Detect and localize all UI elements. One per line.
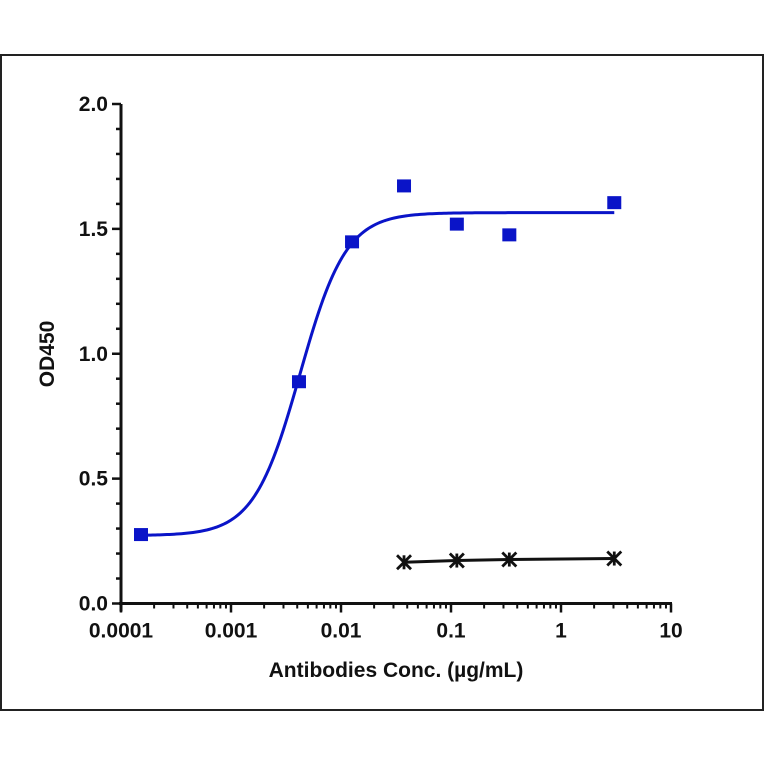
data-point-square — [449, 217, 464, 231]
x-axis-ticks: 0.0001 0.001 0.01 0.1 1 10 — [89, 603, 683, 643]
x-tick-label: 0.1 — [436, 620, 466, 643]
data-point-star — [448, 552, 465, 569]
axes — [119, 104, 672, 612]
y-tick-label: 0.0 — [79, 593, 108, 616]
fit-curve — [140, 211, 615, 537]
y-axis-title: OD450 — [36, 321, 59, 388]
y-tick-label: 1.0 — [79, 343, 108, 366]
data-point-star — [396, 554, 413, 571]
data-series — [134, 179, 623, 571]
control-line — [403, 557, 615, 564]
data-point-square — [291, 375, 306, 389]
x-tick-label: 0.001 — [205, 620, 258, 643]
x-axis-title: Antibodies Conc. (µg/mL) — [269, 659, 524, 682]
x-tick-label: 0.0001 — [89, 620, 154, 643]
x-tick-label: 1 — [555, 620, 567, 643]
data-point-square — [397, 179, 412, 193]
data-point-square — [607, 196, 622, 210]
y-tick-label: 1.5 — [79, 218, 109, 241]
data-point-square — [345, 235, 360, 249]
y-tick-label: 0.5 — [79, 468, 109, 491]
x-tick-label: 0.01 — [321, 620, 362, 643]
y-axis-ticks: 0.0 0.5 1.0 1.5 2.0 — [79, 93, 121, 616]
y-tick-label: 2.0 — [79, 93, 108, 116]
x-tick-label: 10 — [659, 620, 682, 643]
chart-frame — [0, 54, 764, 711]
data-point-star — [501, 551, 518, 568]
series-control — [396, 550, 623, 571]
data-point-star — [606, 550, 623, 567]
data-point-square — [134, 528, 149, 542]
series-antibody — [134, 179, 622, 542]
data-point-square — [502, 228, 517, 242]
